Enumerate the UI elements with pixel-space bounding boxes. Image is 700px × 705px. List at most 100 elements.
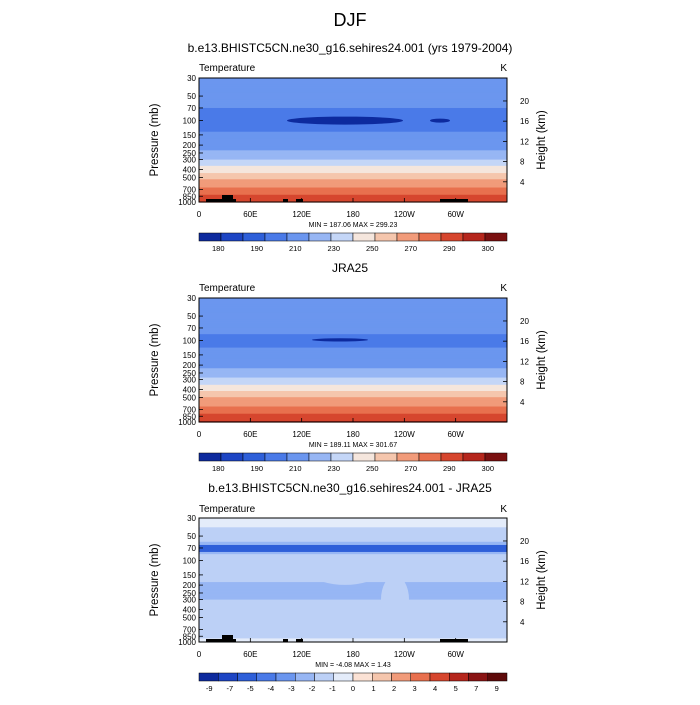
contour-band	[199, 594, 507, 597]
contour-band	[199, 326, 507, 329]
pressure-tick-label: 200	[183, 581, 197, 590]
topography	[206, 635, 468, 642]
colorbar-box	[198, 232, 222, 242]
pressure-tick-label: 50	[187, 312, 196, 321]
contour-band	[199, 600, 507, 603]
colorbar-label: 290	[443, 464, 456, 473]
contour-band	[199, 346, 507, 349]
contour-band	[199, 136, 507, 139]
colorbar-box	[391, 672, 411, 682]
contour-band	[199, 393, 507, 395]
contour-band	[199, 107, 507, 110]
contour-band	[199, 178, 507, 180]
colorbar-label: 1	[371, 684, 375, 693]
contour-band	[199, 141, 507, 143]
pressure-tick-label: 150	[183, 571, 197, 580]
pressure-tick-label: 50	[187, 92, 196, 101]
colorbar-box	[487, 672, 508, 682]
pressure-tick-label: 500	[183, 393, 197, 402]
contour-band	[199, 412, 507, 415]
topography	[206, 195, 468, 202]
contour-band	[199, 306, 507, 308]
pressure-tick-label: 150	[183, 131, 197, 140]
colorbar-box	[198, 452, 222, 462]
contour-band	[199, 595, 507, 598]
min-max-stats: MIN = 189.11 MAX = 301.67	[309, 442, 397, 449]
contour-band	[199, 162, 507, 165]
contour-band	[199, 380, 507, 383]
contour-band	[199, 191, 507, 194]
y2-axis-title: Height (km)	[536, 110, 548, 170]
cold-band-contour	[199, 544, 507, 552]
contour-band	[199, 628, 507, 631]
contour-band	[199, 590, 507, 592]
pressure-tick-label: 250	[183, 589, 197, 598]
contour-band	[199, 145, 507, 147]
contour-band	[199, 128, 507, 131]
longitude-tick-label: 180	[346, 210, 360, 219]
contour-band	[199, 597, 507, 600]
pressure-tick-label: 250	[183, 149, 197, 158]
contour-band	[199, 624, 507, 627]
contour-band	[199, 405, 507, 408]
height-tick-label: 4	[520, 398, 525, 407]
contour-band	[199, 379, 507, 382]
contour-band	[199, 78, 507, 80]
contour-band	[199, 331, 507, 333]
contour-band	[199, 408, 507, 411]
contour-band	[199, 302, 507, 304]
contour-band	[199, 176, 507, 178]
colorbar-label: 7	[474, 684, 478, 693]
panel-title: b.e13.BHISTC5CN.ne30_g16.sehires24.001 -…	[208, 481, 492, 495]
contour-band	[199, 345, 507, 348]
contour-band	[199, 348, 507, 351]
pressure-tick-label: 400	[183, 606, 197, 615]
colorbar-label: 300	[481, 244, 494, 253]
contour-band	[199, 558, 507, 560]
contour-band	[199, 555, 507, 557]
pressure-tick-label: 1000	[178, 418, 196, 427]
min-max-stats: MIN = -4.08 MAX = 1.43	[315, 662, 391, 669]
contour-band	[199, 92, 507, 95]
contour-band	[199, 132, 507, 135]
longitude-tick-label: 0	[197, 430, 202, 439]
colorbar-label: 270	[404, 244, 417, 253]
contour-band	[199, 616, 507, 618]
contour-band	[199, 411, 507, 414]
contour-band	[199, 552, 507, 554]
contour-band	[199, 316, 507, 319]
contour-band	[199, 619, 507, 621]
longitude-tick-label: 120E	[292, 650, 311, 659]
pressure-tick-label: 700	[183, 625, 197, 634]
contour-band	[199, 410, 507, 413]
contour-band	[199, 87, 507, 89]
contour-band	[199, 347, 507, 350]
contour-band	[199, 165, 507, 168]
contour-band	[199, 407, 507, 410]
longitude-tick-label: 180	[346, 430, 360, 439]
height-tick-label: 20	[520, 537, 529, 546]
contour-band	[199, 301, 507, 303]
contour-band	[199, 318, 507, 321]
contour-band	[199, 608, 507, 611]
contour-band	[199, 613, 507, 615]
contour-band	[199, 153, 507, 156]
contour-band	[199, 93, 507, 96]
contour-band	[199, 366, 507, 368]
contour-band	[199, 155, 507, 158]
longitude-tick-label: 120E	[292, 210, 311, 219]
contour-band	[199, 394, 507, 396]
pressure-tick-label: 150	[183, 351, 197, 360]
colorbar-label: 300	[481, 464, 494, 473]
contour-band	[199, 559, 507, 561]
panel-1: b.e13.BHISTC5CN.ne30_g16.sehires24.001 (…	[149, 41, 548, 253]
colorbar-label: 9	[495, 684, 499, 693]
contour-band	[199, 150, 507, 152]
topography-mask	[440, 199, 468, 202]
contour-band	[199, 625, 507, 628]
contour-band	[199, 321, 507, 324]
contour-band	[199, 534, 507, 537]
pressure-tick-label: 100	[183, 557, 197, 566]
